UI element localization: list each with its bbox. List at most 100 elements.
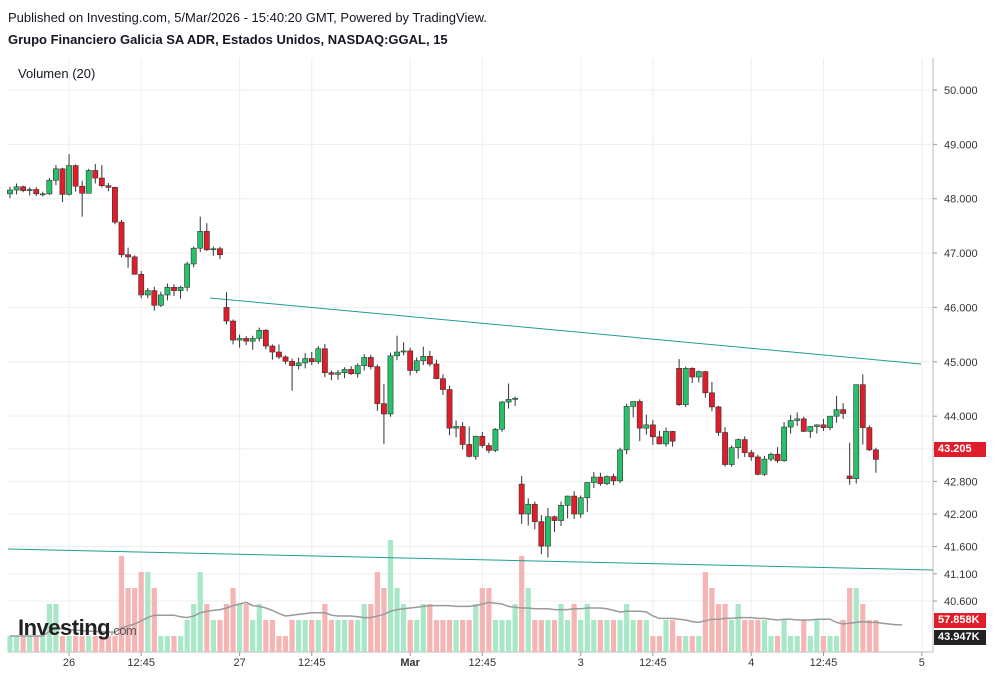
candle-body <box>394 351 400 357</box>
candle-body <box>623 406 630 451</box>
y-tick-label: 44.000 <box>944 411 978 423</box>
volume-bar <box>177 636 184 652</box>
candle-body <box>636 401 643 429</box>
volume-bar <box>466 620 472 652</box>
candle-body <box>774 453 781 462</box>
candle-body <box>125 254 131 258</box>
x-tick-label: 12:45 <box>810 657 838 669</box>
volume-bar <box>624 604 630 652</box>
volume-bar <box>40 636 46 652</box>
candle-body <box>689 368 696 378</box>
volume-bar <box>112 636 118 652</box>
candle-body <box>157 294 164 306</box>
volume-bar <box>394 588 400 652</box>
time-axis: 26 12:45 27 12:45 Mar 12:45 3 12:45 4 12:45 5 <box>63 652 925 669</box>
candle-body <box>243 338 250 342</box>
x-tick-label: 4 <box>748 657 754 669</box>
volume-bar <box>499 620 505 652</box>
volume-bar <box>73 636 79 652</box>
volume-badge-b: 43.947K <box>934 630 986 645</box>
volume-bar <box>643 620 649 652</box>
candle-body <box>676 368 683 406</box>
volume-bar <box>768 636 774 652</box>
candle-body <box>604 476 610 484</box>
volume-bar <box>460 620 466 652</box>
y-tick-label: 40.600 <box>944 596 978 608</box>
candle-body <box>79 185 86 194</box>
volume-bar <box>309 620 315 652</box>
volume-bar <box>702 572 708 652</box>
volume-bar <box>223 604 230 652</box>
volume-bar <box>118 556 125 652</box>
volume-bar <box>565 620 571 652</box>
candle-body <box>328 372 335 375</box>
last-price-badge: 43.205 <box>934 442 986 457</box>
candle-body <box>295 362 302 366</box>
y-tick-label: 46.000 <box>944 302 978 314</box>
candle-body <box>709 392 715 408</box>
y-tick-label: 45.000 <box>944 357 978 369</box>
volume-bar <box>512 604 518 652</box>
grid-lines <box>8 58 934 653</box>
x-tick-label: 3 <box>578 657 584 669</box>
volume-bar <box>289 620 295 652</box>
volume-bar <box>505 620 512 652</box>
volume-bar <box>151 588 157 652</box>
volume-bar <box>164 636 171 652</box>
volume-bar <box>610 620 617 652</box>
volume-badge-a: 57.858K <box>934 613 986 628</box>
volume-bar <box>33 636 39 652</box>
volume-bar <box>243 604 249 652</box>
volume-bar <box>99 636 105 652</box>
volume-bar <box>788 636 794 652</box>
candle-body <box>426 356 433 365</box>
volume-bar <box>663 620 669 652</box>
volume-bar <box>866 620 872 652</box>
volume-bar <box>414 620 420 652</box>
candle-body <box>459 426 466 445</box>
volume-bar <box>715 604 722 652</box>
volume-bar <box>617 620 623 652</box>
volume-bar <box>774 636 781 652</box>
candle-body <box>715 406 722 433</box>
candle-body <box>590 476 597 483</box>
candle-body <box>545 516 551 547</box>
candle-body <box>820 424 827 428</box>
volume-bar <box>729 620 735 652</box>
volume-bar <box>794 636 800 652</box>
candle-body <box>630 401 637 407</box>
volume-bar <box>374 572 380 652</box>
candle-body <box>98 177 105 186</box>
volume-bar <box>59 636 66 652</box>
volume-bar <box>158 636 164 652</box>
candle-body <box>649 424 656 438</box>
volume-bar <box>696 636 702 652</box>
candle-body <box>433 363 440 379</box>
candle-body <box>230 320 236 341</box>
candle-body <box>656 436 663 445</box>
candle-body <box>479 435 486 446</box>
volume-bar <box>807 636 813 652</box>
candle-body <box>485 445 492 451</box>
volume-bar <box>742 620 748 652</box>
volume-bar <box>604 620 610 652</box>
volume-bar <box>538 620 544 652</box>
volume-bar <box>525 588 531 652</box>
candle-body <box>754 456 761 475</box>
volume-bar <box>401 604 407 652</box>
candle-body <box>223 307 230 322</box>
candle-body <box>735 439 742 449</box>
volume-bar <box>361 604 367 652</box>
candle-body <box>321 348 328 373</box>
volume-bar <box>453 620 459 652</box>
volume-bar <box>269 620 275 652</box>
volume-bar <box>217 620 223 652</box>
candle-body <box>315 348 322 363</box>
candle-body <box>846 475 853 479</box>
candle-body <box>492 428 499 451</box>
logo-text: Investing <box>18 615 111 640</box>
support-trendline <box>7 548 934 571</box>
candle-body <box>597 476 604 484</box>
candle-body <box>39 193 46 196</box>
candle-body <box>827 415 833 428</box>
